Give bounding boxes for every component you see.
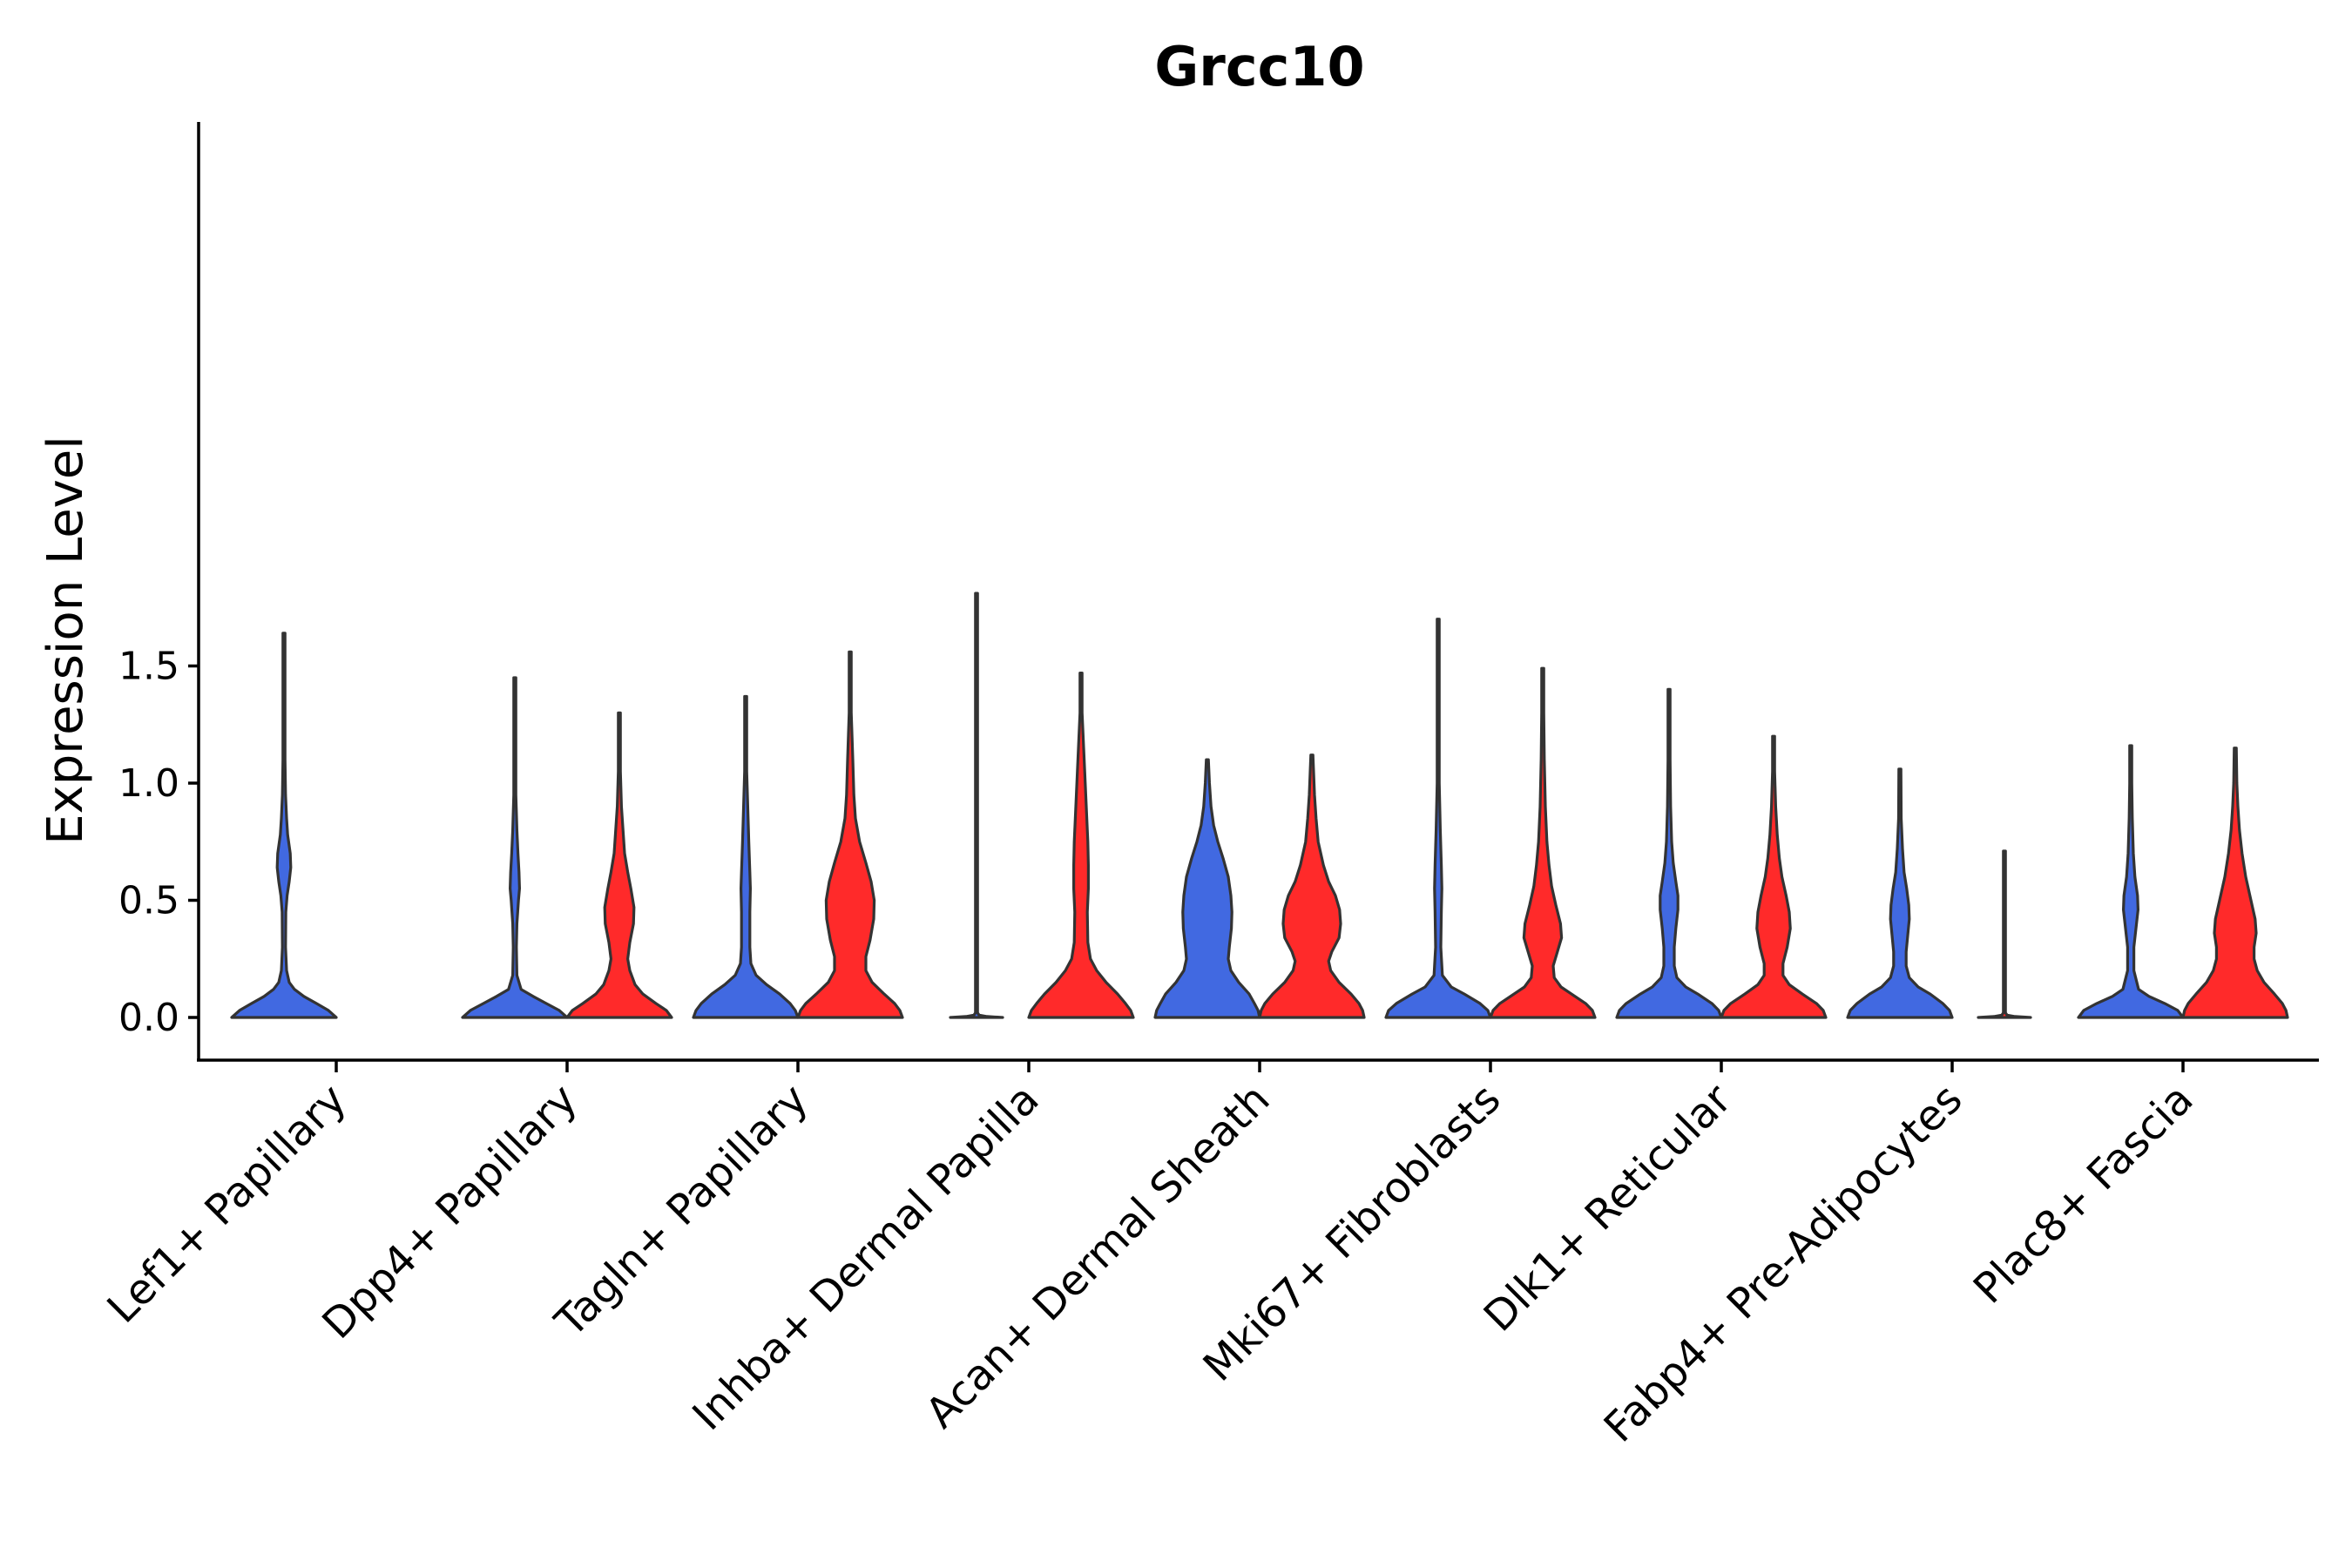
violin-tagln-papillary-red (796, 650, 904, 1019)
y-axis-label: Expression Level (37, 436, 94, 845)
y-tick-label: 1.0 (118, 761, 179, 806)
x-tick-label: Dlk1+ Reticular (1475, 1075, 1741, 1342)
violin-inhba-dermal-papilla-red (1027, 672, 1135, 1019)
violin-dpp4-papillary-red (565, 711, 673, 1019)
y-ticks-group: 0.0 0.5 1.0 1.5 (118, 645, 199, 1040)
violin-mki67-fibroblasts-blue (1384, 618, 1492, 1019)
violin-fabp4-pre-adipocytes-blue (1846, 767, 1954, 1019)
violin-lef1-papillary-blue (230, 632, 338, 1019)
violins-group (230, 591, 2289, 1019)
violin-plac8-fascia-red (2181, 747, 2289, 1019)
x-tick-label: Lef1+ Papillary (98, 1075, 356, 1333)
violin-acan-dermal-sheath-red (1258, 754, 1366, 1019)
y-tick-label: 0.0 (118, 996, 179, 1040)
violin-dlk1-reticular-red (1720, 734, 1828, 1019)
x-tick-label: Dpp4+ Papillary (313, 1075, 586, 1348)
violin-dpp4-papillary-blue (461, 676, 569, 1019)
violin-inhba-dermal-papilla-blue (949, 591, 1004, 1019)
x-tick-label: Plac8+ Fascia (1964, 1075, 2203, 1314)
violin-acan-dermal-sheath-blue (1153, 758, 1261, 1019)
y-tick-label: 1.5 (118, 645, 179, 689)
violin-mki67-fibroblasts-red (1489, 666, 1597, 1019)
chart-title: Grcc10 (1154, 35, 1364, 98)
y-tick-label: 0.5 (118, 879, 179, 923)
violin-dlk1-reticular-blue (1615, 687, 1723, 1019)
violin-tagln-papillary-blue (692, 694, 800, 1019)
violin-fabp4-pre-adipocytes-red (1977, 849, 2032, 1019)
violin-plac8-fascia-blue (2077, 744, 2185, 1019)
x-tick-label: Tagln+ Papillary (545, 1075, 817, 1347)
axes-group (197, 122, 2319, 1062)
